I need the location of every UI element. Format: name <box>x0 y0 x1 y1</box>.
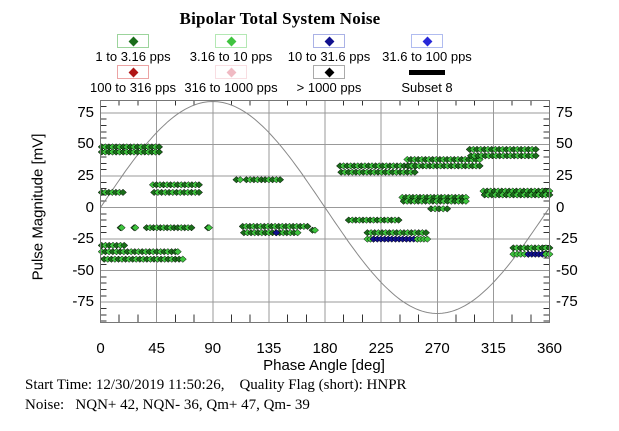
legend-swatch-box <box>411 34 443 48</box>
legend-item-label: 316 to 1000 pps <box>184 80 278 95</box>
x-tick-label: 315 <box>480 340 506 357</box>
x-tick-label: 225 <box>368 340 394 357</box>
y-tick-label-right: 75 <box>556 103 573 121</box>
legend-item: 100 to 316 pps <box>84 65 182 96</box>
chart-title: Bipolar Total System Noise <box>179 9 381 28</box>
legend-swatch-box <box>215 65 247 79</box>
legend-swatch-box <box>313 34 345 48</box>
y-tick-label-right: 0 <box>556 198 565 216</box>
legend-row-2: 100 to 316 pps 316 to 1000 pps > 1000 pps S… <box>84 65 476 96</box>
legend-item-label: 3.16 to 10 pps <box>189 49 273 64</box>
legend-item-label: 10 to 31.6 pps <box>287 49 371 64</box>
legend-item: Subset 8 <box>378 65 476 96</box>
y-axis-title: Pulse Magnitude [mV] <box>29 133 47 281</box>
x-tick-label: 0 <box>96 340 105 357</box>
x-tick-label: 270 <box>424 340 450 357</box>
y-tick-label-right: -50 <box>556 261 578 279</box>
noise-statistics: Noise: NQN+ 42, NQN- 36, Qm+ 47, Qm- 39 <box>25 397 310 413</box>
legend-item: 316 to 1000 pps <box>182 65 280 96</box>
data-points <box>97 143 554 263</box>
y-tick-label-left: 0 <box>85 198 94 216</box>
legend-item: 10 to 31.6 pps <box>280 34 378 65</box>
y-tick-label-left: 50 <box>77 135 94 153</box>
sine-curve <box>100 100 550 315</box>
x-tick-label: 135 <box>256 340 282 357</box>
legend-item: 3.16 to 10 pps <box>182 34 280 65</box>
legend-item-label: 100 to 316 pps <box>89 80 177 95</box>
legend-item-label: 31.6 to 100 pps <box>382 49 472 64</box>
gridlines <box>100 100 550 323</box>
x-tick-label: 45 <box>148 340 165 357</box>
legend-swatch-box <box>117 34 149 48</box>
y-tick-label-right: 50 <box>556 135 573 153</box>
x-axis-title: Phase Angle [deg] <box>263 357 385 374</box>
y-tick-label-left: 25 <box>77 166 94 184</box>
legend-item: 31.6 to 100 pps <box>378 34 476 65</box>
legend-item: > 1000 pps <box>280 65 378 96</box>
subset-line-icon <box>409 70 445 75</box>
y-tick-label-left: 75 <box>77 103 94 121</box>
y-tick-label-right: -75 <box>556 293 578 311</box>
legend-item: 1 to 3.16 pps <box>84 34 182 65</box>
x-tick-label: 90 <box>204 340 222 357</box>
y-tick-label-left: -75 <box>72 293 94 311</box>
legend-swatch-box <box>215 34 247 48</box>
y-tick-label-left: -25 <box>72 230 94 248</box>
y-tick-label-right: -25 <box>556 230 578 248</box>
legend-item-label: Subset 8 <box>401 80 453 95</box>
legend-swatch-box <box>117 65 149 79</box>
start-time-and-quality-flag: Start Time: 12/30/2019 11:50:26, Quality… <box>25 377 407 393</box>
x-tick-label: 180 <box>312 340 338 357</box>
plot-frame <box>100 100 550 323</box>
legend-item-label: > 1000 pps <box>296 80 362 95</box>
y-tick-label-left: -50 <box>72 261 94 279</box>
y-tick-label-right: 25 <box>556 166 573 184</box>
x-tick-label: 360 <box>536 340 563 357</box>
legend-row-1: 1 to 3.16 pps 3.16 to 10 pps 10 to 31.6 pp… <box>84 34 476 65</box>
legend-swatch-box <box>313 65 345 79</box>
legend-item-label: 1 to 3.16 pps <box>95 49 171 64</box>
chart-legend: 1 to 3.16 pps 3.16 to 10 pps 10 to 31.6 pp… <box>84 34 476 96</box>
